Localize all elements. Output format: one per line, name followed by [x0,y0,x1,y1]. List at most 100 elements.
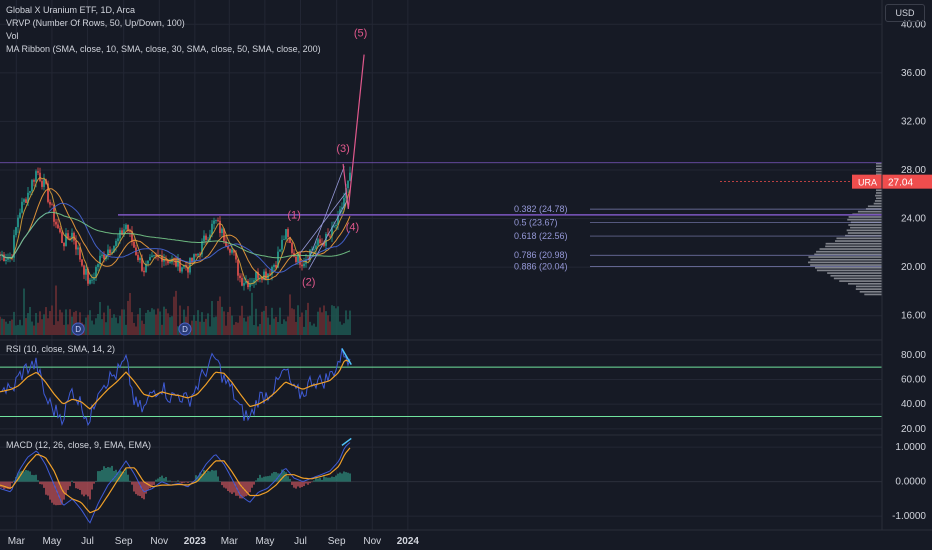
macd-histogram-bar [157,478,159,482]
candle-body [311,249,313,251]
candle-body [283,239,285,241]
price-axis-label: 36.00 [901,68,926,79]
macd-histogram-bar [65,481,67,495]
volume-bar [239,315,241,335]
macd-histogram-bar [63,481,65,500]
rsi-axis-label: 40.00 [901,399,926,410]
macd-histogram-bar [95,480,97,482]
ticker-label: URA [858,178,877,188]
candle-body [107,249,109,256]
macd-histogram-bar [49,481,51,500]
candle-body [189,257,191,273]
vrvp-legend[interactable]: VRVP (Number Of Rows, 50, Up/Down, 100) [6,18,185,28]
candle-body [215,220,217,221]
volume-bar [177,326,179,335]
volume-bar [245,321,247,335]
candle-body [13,235,15,258]
macd-histogram-bar [209,471,211,482]
volume-profile-row [847,232,882,234]
volume-profile-row [873,202,882,205]
macd-histogram-bar [205,472,207,482]
rsi-legend[interactable]: RSI (10, close, SMA, 14, 2) [6,344,116,354]
candle-body [297,252,299,262]
candle-body [91,279,93,281]
volume-bar [271,307,273,335]
macd-histogram-bar [59,481,61,506]
macd-histogram-bar [247,481,249,496]
macd-histogram-bar [183,481,185,483]
macd-legend[interactable]: MACD (12, 26, close, 9, EMA, EMA) [6,440,152,450]
volume-bar [117,323,119,335]
ma-ribbon-legend[interactable]: MA Ribbon (SMA, close, 10, SMA, close, 3… [6,44,321,54]
volume-bar [311,325,313,335]
macd-histogram-bar [75,481,77,489]
channel-line [308,201,347,270]
volume-bar [215,316,217,335]
volume-bar [249,315,251,335]
volume-bar [199,321,201,335]
rsi-axis-label: 80.00 [901,350,926,361]
macd-histogram-bar [13,480,15,482]
candle-body [309,249,311,261]
macd-histogram-bar [87,481,89,497]
macd-histogram-bar [223,481,225,488]
volume-bar [115,317,117,335]
volume-bar [297,305,299,335]
macd-histogram-bar [139,481,141,497]
macd-histogram-bar [329,477,331,482]
candle-body [303,263,305,267]
volume-bar [305,310,307,335]
macd-histogram-bar [131,481,133,485]
macd-axis-label: 1.0000 [895,442,926,453]
macd-histogram-bar [179,481,181,483]
candle-body [335,225,337,226]
volume-bar [251,292,253,335]
macd-histogram-bar [231,481,233,494]
candle-body [55,221,57,225]
candle-body [121,230,123,235]
macd-histogram-bar [313,480,315,482]
volume-profile-row [876,168,882,170]
volume-profile-row [825,245,882,248]
macd-histogram-bar [191,481,193,483]
volume-bars [0,285,351,335]
macd-histogram-bar [0,481,1,488]
macd-histogram-bar [173,481,175,483]
candle-body [53,204,55,222]
candle-body [111,252,113,253]
macd-histogram-bar [155,479,157,482]
macd-histogram-bar [29,471,31,482]
volume-bar [61,312,63,335]
volume-bar [205,318,207,335]
macd-histogram-bar [39,481,41,485]
volume-bar [211,301,213,335]
candle-body [155,255,157,256]
time-axis-label: Sep [115,536,133,547]
macd-histogram-bar [287,476,289,482]
candle-body [87,268,89,284]
volume-bar [261,311,263,335]
candle-body [207,239,209,241]
candle-body [203,235,205,242]
dividend-marker [178,322,192,336]
volume-profile-row [850,226,882,229]
candle-body [129,230,131,232]
candle-body [137,254,139,261]
currency-button[interactable]: USD [885,4,925,22]
volume-bar [151,308,153,335]
candle-body [237,259,239,276]
macd-histogram-bar [85,481,87,495]
volume-bar [201,312,203,335]
macd-histogram-bar [245,481,247,497]
ma-ribbon [0,176,351,285]
candle-body [175,259,177,267]
price-axis-label: 24.00 [901,214,926,225]
volume-bar [169,317,171,335]
volume-profile-row [825,242,882,245]
y-axis-labels: 40.00 36.00 32.00 28.00 24.00 20.00 16.00 80.00… [892,19,926,522]
rsi-pane [0,347,882,427]
candle-body [15,227,17,236]
price-axis-label: 20.00 [901,262,926,273]
volume-legend[interactable]: Vol [6,31,19,41]
chart-title: Global X Uranium ETF, 1D, Arca [6,5,136,15]
